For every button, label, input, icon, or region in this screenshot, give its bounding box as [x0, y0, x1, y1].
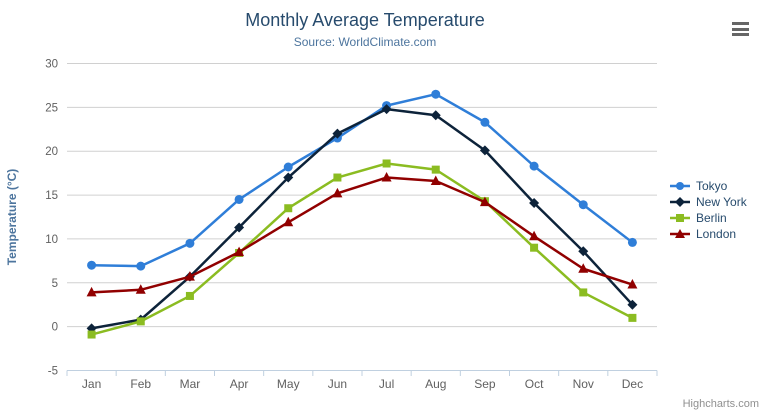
- legend-item-label: London: [696, 227, 737, 241]
- legend-item-london[interactable]: London: [669, 226, 747, 242]
- y-axis-label: 10: [45, 234, 58, 246]
- legend-item-label: Tokyo: [696, 179, 728, 193]
- y-axis-label: -5: [48, 366, 58, 378]
- legend-marker-diamond-icon: [670, 197, 690, 207]
- data-point-marker: [382, 159, 391, 168]
- data-point-marker: [381, 104, 392, 115]
- data-point-marker: [87, 330, 96, 339]
- y-axis-label: 15: [45, 190, 58, 202]
- y-axis-label: 5: [52, 278, 58, 290]
- data-point-marker: [627, 237, 637, 247]
- hamburger-icon-bar: [732, 33, 749, 36]
- legend-marker-triangle-icon: [670, 229, 690, 238]
- data-point-marker: [627, 279, 638, 289]
- data-point-marker: [234, 246, 245, 257]
- legend-item-berlin[interactable]: Berlin: [669, 210, 747, 226]
- data-point-marker: [332, 128, 343, 139]
- y-axis-label: 30: [45, 59, 58, 71]
- data-point-marker: [86, 286, 97, 297]
- hamburger-icon-bar: [732, 22, 749, 25]
- x-axis-label: May: [277, 377, 300, 391]
- x-axis-label: Jan: [82, 377, 101, 391]
- legend-item-new-york[interactable]: New York: [669, 194, 747, 210]
- data-point-marker: [283, 216, 294, 227]
- x-axis-label: Nov: [573, 377, 594, 391]
- data-point-marker: [234, 222, 245, 233]
- x-axis-label: Aug: [425, 377, 446, 391]
- y-axis-title: Temperature (°C): [5, 169, 19, 266]
- legend-marker-circle-icon: [670, 182, 690, 190]
- legend-item-label: New York: [696, 195, 747, 209]
- data-point-marker: [430, 110, 441, 121]
- legend-item-tokyo[interactable]: Tokyo: [669, 178, 747, 194]
- data-point-marker: [283, 162, 293, 172]
- data-point-marker: [185, 238, 195, 248]
- y-axis-label: 25: [45, 102, 58, 114]
- x-axis-label: Dec: [622, 377, 643, 391]
- data-point-marker: [627, 299, 638, 310]
- data-point-marker: [479, 145, 490, 156]
- data-point-marker: [333, 173, 342, 182]
- series-tokyo: [87, 89, 637, 271]
- y-axis-label: 0: [52, 322, 58, 334]
- data-point-marker: [381, 172, 392, 182]
- export-menu-button[interactable]: [731, 20, 750, 38]
- x-axis-label: Mar: [180, 377, 201, 391]
- chart-title: Monthly Average Temperature: [245, 10, 485, 30]
- data-point-marker: [578, 263, 589, 273]
- data-point-marker: [136, 317, 145, 326]
- data-point-marker: [135, 284, 146, 294]
- x-axis-label: Oct: [525, 377, 544, 391]
- credits-link[interactable]: Highcharts.com: [682, 398, 759, 410]
- series-line: [90, 162, 634, 336]
- x-axis-label: Apr: [230, 377, 249, 391]
- data-point-marker: [185, 291, 194, 300]
- chart-legend: Tokyo New York Berlin London: [669, 178, 747, 242]
- x-axis-label: Jun: [328, 377, 347, 391]
- data-point-marker: [87, 260, 97, 270]
- data-point-marker: [480, 117, 490, 127]
- chart-subtitle: Source: WorldClimate.com: [293, 35, 437, 49]
- series-line: [90, 107, 634, 330]
- data-point-marker: [430, 175, 441, 186]
- series-new-york: [86, 104, 638, 334]
- data-point-marker: [431, 165, 440, 174]
- hamburger-icon-bar: [732, 27, 749, 31]
- series-line: [90, 92, 634, 268]
- data-point-marker: [529, 197, 540, 208]
- x-axis-label: Feb: [130, 377, 151, 391]
- data-point-marker: [579, 288, 588, 297]
- data-point-marker: [628, 313, 637, 322]
- x-axis-label: Jul: [379, 377, 394, 391]
- hamburger-icon: [732, 22, 749, 36]
- data-point-marker: [234, 194, 244, 204]
- data-point-marker: [479, 196, 490, 207]
- data-point-marker: [529, 161, 539, 171]
- y-axis-label: 20: [45, 146, 58, 158]
- legend-marker-square-icon: [670, 214, 690, 222]
- data-point-marker: [136, 261, 146, 271]
- series-london: [86, 172, 638, 297]
- data-point-marker: [578, 200, 588, 210]
- legend-item-label: Berlin: [696, 211, 727, 225]
- x-axis-label: Sep: [474, 377, 496, 391]
- series-line: [90, 176, 634, 294]
- data-point-marker: [578, 246, 589, 257]
- data-point-marker: [284, 204, 293, 213]
- data-point-marker: [184, 271, 195, 281]
- data-point-marker: [283, 172, 294, 183]
- data-point-marker: [529, 230, 540, 241]
- data-point-marker: [530, 243, 539, 252]
- data-point-marker: [332, 187, 343, 198]
- data-point-marker: [431, 89, 441, 99]
